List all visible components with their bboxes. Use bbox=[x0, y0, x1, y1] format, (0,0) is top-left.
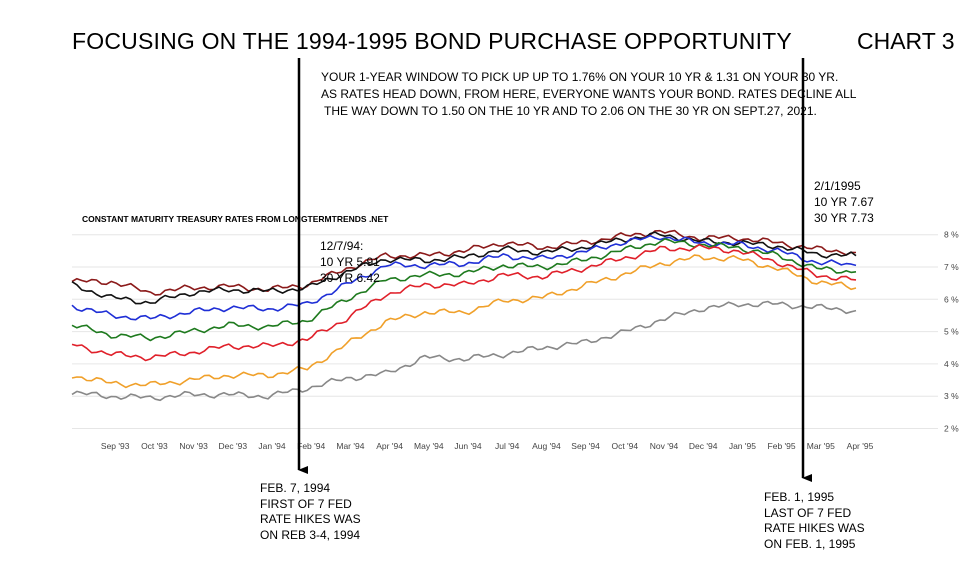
x-tick-label: Dec '93 bbox=[219, 441, 248, 451]
x-tick-label: Nov '93 bbox=[179, 441, 208, 451]
page-title: FOCUSING ON THE 1994-1995 BOND PURCHASE … bbox=[72, 28, 792, 54]
annotation-line: FEB. 1, 1995 bbox=[764, 490, 835, 504]
annotation-arrows bbox=[297, 58, 812, 482]
x-tick-label: May '94 bbox=[414, 441, 444, 451]
x-tick-label: Oct '93 bbox=[141, 441, 168, 451]
series-line-2 bbox=[71, 231, 857, 305]
series-line-5 bbox=[71, 243, 857, 362]
chart-y-ticks: 2 % 3 % 4 % 5 % 6 % 7 % 8 % bbox=[944, 230, 959, 434]
x-tick-label: Apr '95 bbox=[847, 441, 874, 451]
x-tick-label: Feb '95 bbox=[768, 441, 796, 451]
x-tick-label: Mar '94 bbox=[336, 441, 364, 451]
y-tick-label: 8 % bbox=[944, 230, 959, 240]
y-tick-label: 2 % bbox=[944, 424, 959, 434]
chart-x-ticks: Sep '93 Oct '93 Nov '93 Dec '93 Jan '94 Feb '… bbox=[101, 441, 874, 451]
annotation-line: RATE HIKES WAS bbox=[764, 521, 865, 535]
annotation-line: 12/7/94: bbox=[320, 239, 364, 253]
x-tick-label: Apr '94 bbox=[376, 441, 403, 451]
note-line-3: THE WAY DOWN TO 1.50 ON THE 10 YR AND TO… bbox=[324, 104, 817, 118]
annotation-line: 2/1/1995 bbox=[814, 179, 861, 193]
annotation-line: 30 YR 7.73 bbox=[814, 211, 874, 225]
source-label: CONSTANT MATURITY TREASURY RATES FROM LO… bbox=[82, 214, 389, 224]
y-tick-label: 4 % bbox=[944, 359, 959, 369]
x-tick-label: Feb '94 bbox=[297, 441, 325, 451]
annotation-feb-1995: 2/1/1995 10 YR 7.67 30 YR 7.73 bbox=[814, 178, 874, 226]
annotation-line: 30 YR 6.42 bbox=[320, 271, 380, 285]
annotation-line: 10 YR 7.67 bbox=[814, 195, 874, 209]
annotation-dec-1994: 12/7/94: 10 YR 5.91 30 YR 6.42 bbox=[320, 238, 380, 286]
x-tick-label: Jan '94 bbox=[258, 441, 285, 451]
annotation-last-hike: FEB. 1, 1995 LAST OF 7 FED RATE HIKES WA… bbox=[764, 490, 865, 552]
series-line-4 bbox=[71, 238, 857, 342]
series-line-7 bbox=[71, 300, 857, 402]
x-tick-label: Nov '94 bbox=[650, 441, 679, 451]
y-tick-label: 7 % bbox=[944, 262, 959, 272]
chart-number-label: CHART 3 bbox=[857, 28, 955, 54]
series-line-1 bbox=[71, 229, 857, 296]
annotation-line: RATE HIKES WAS bbox=[260, 512, 361, 526]
note-line-1: YOUR 1-YEAR WINDOW TO PICK UP UP TO 1.76… bbox=[321, 70, 839, 84]
y-tick-label: 6 % bbox=[944, 294, 959, 304]
x-tick-label: Jan '95 bbox=[729, 441, 756, 451]
x-tick-label: Jul '94 bbox=[495, 441, 520, 451]
annotation-line: 10 YR 5.91 bbox=[320, 255, 380, 269]
x-tick-label: Dec '94 bbox=[689, 441, 718, 451]
annotation-line: FEB. 7, 1994 bbox=[260, 481, 331, 495]
x-tick-label: Oct '94 bbox=[611, 441, 638, 451]
annotation-first-hike: FEB. 7, 1994 FIRST OF 7 FED RATE HIKES W… bbox=[260, 481, 361, 543]
y-tick-label: 5 % bbox=[944, 327, 959, 337]
annotation-line: FIRST OF 7 FED bbox=[260, 496, 352, 511]
x-tick-label: Jun '94 bbox=[454, 441, 481, 451]
y-tick-label: 3 % bbox=[944, 391, 959, 401]
chart-series-lines bbox=[71, 229, 857, 402]
x-tick-label: Aug '94 bbox=[532, 441, 561, 451]
annotation-line: ON REB 3-4, 1994 bbox=[260, 527, 361, 542]
x-tick-label: Sep '94 bbox=[571, 441, 600, 451]
series-line-3 bbox=[71, 234, 857, 321]
x-tick-label: Mar '95 bbox=[807, 441, 835, 451]
annotation-line: LAST OF 7 FED bbox=[764, 505, 852, 520]
x-tick-label: Sep '93 bbox=[101, 441, 130, 451]
series-line-6 bbox=[71, 254, 857, 389]
annotation-line: ON FEB. 1, 1995 bbox=[764, 536, 856, 551]
note-line-2: AS RATES HEAD DOWN, FROM HERE, EVERYONE … bbox=[321, 87, 857, 101]
